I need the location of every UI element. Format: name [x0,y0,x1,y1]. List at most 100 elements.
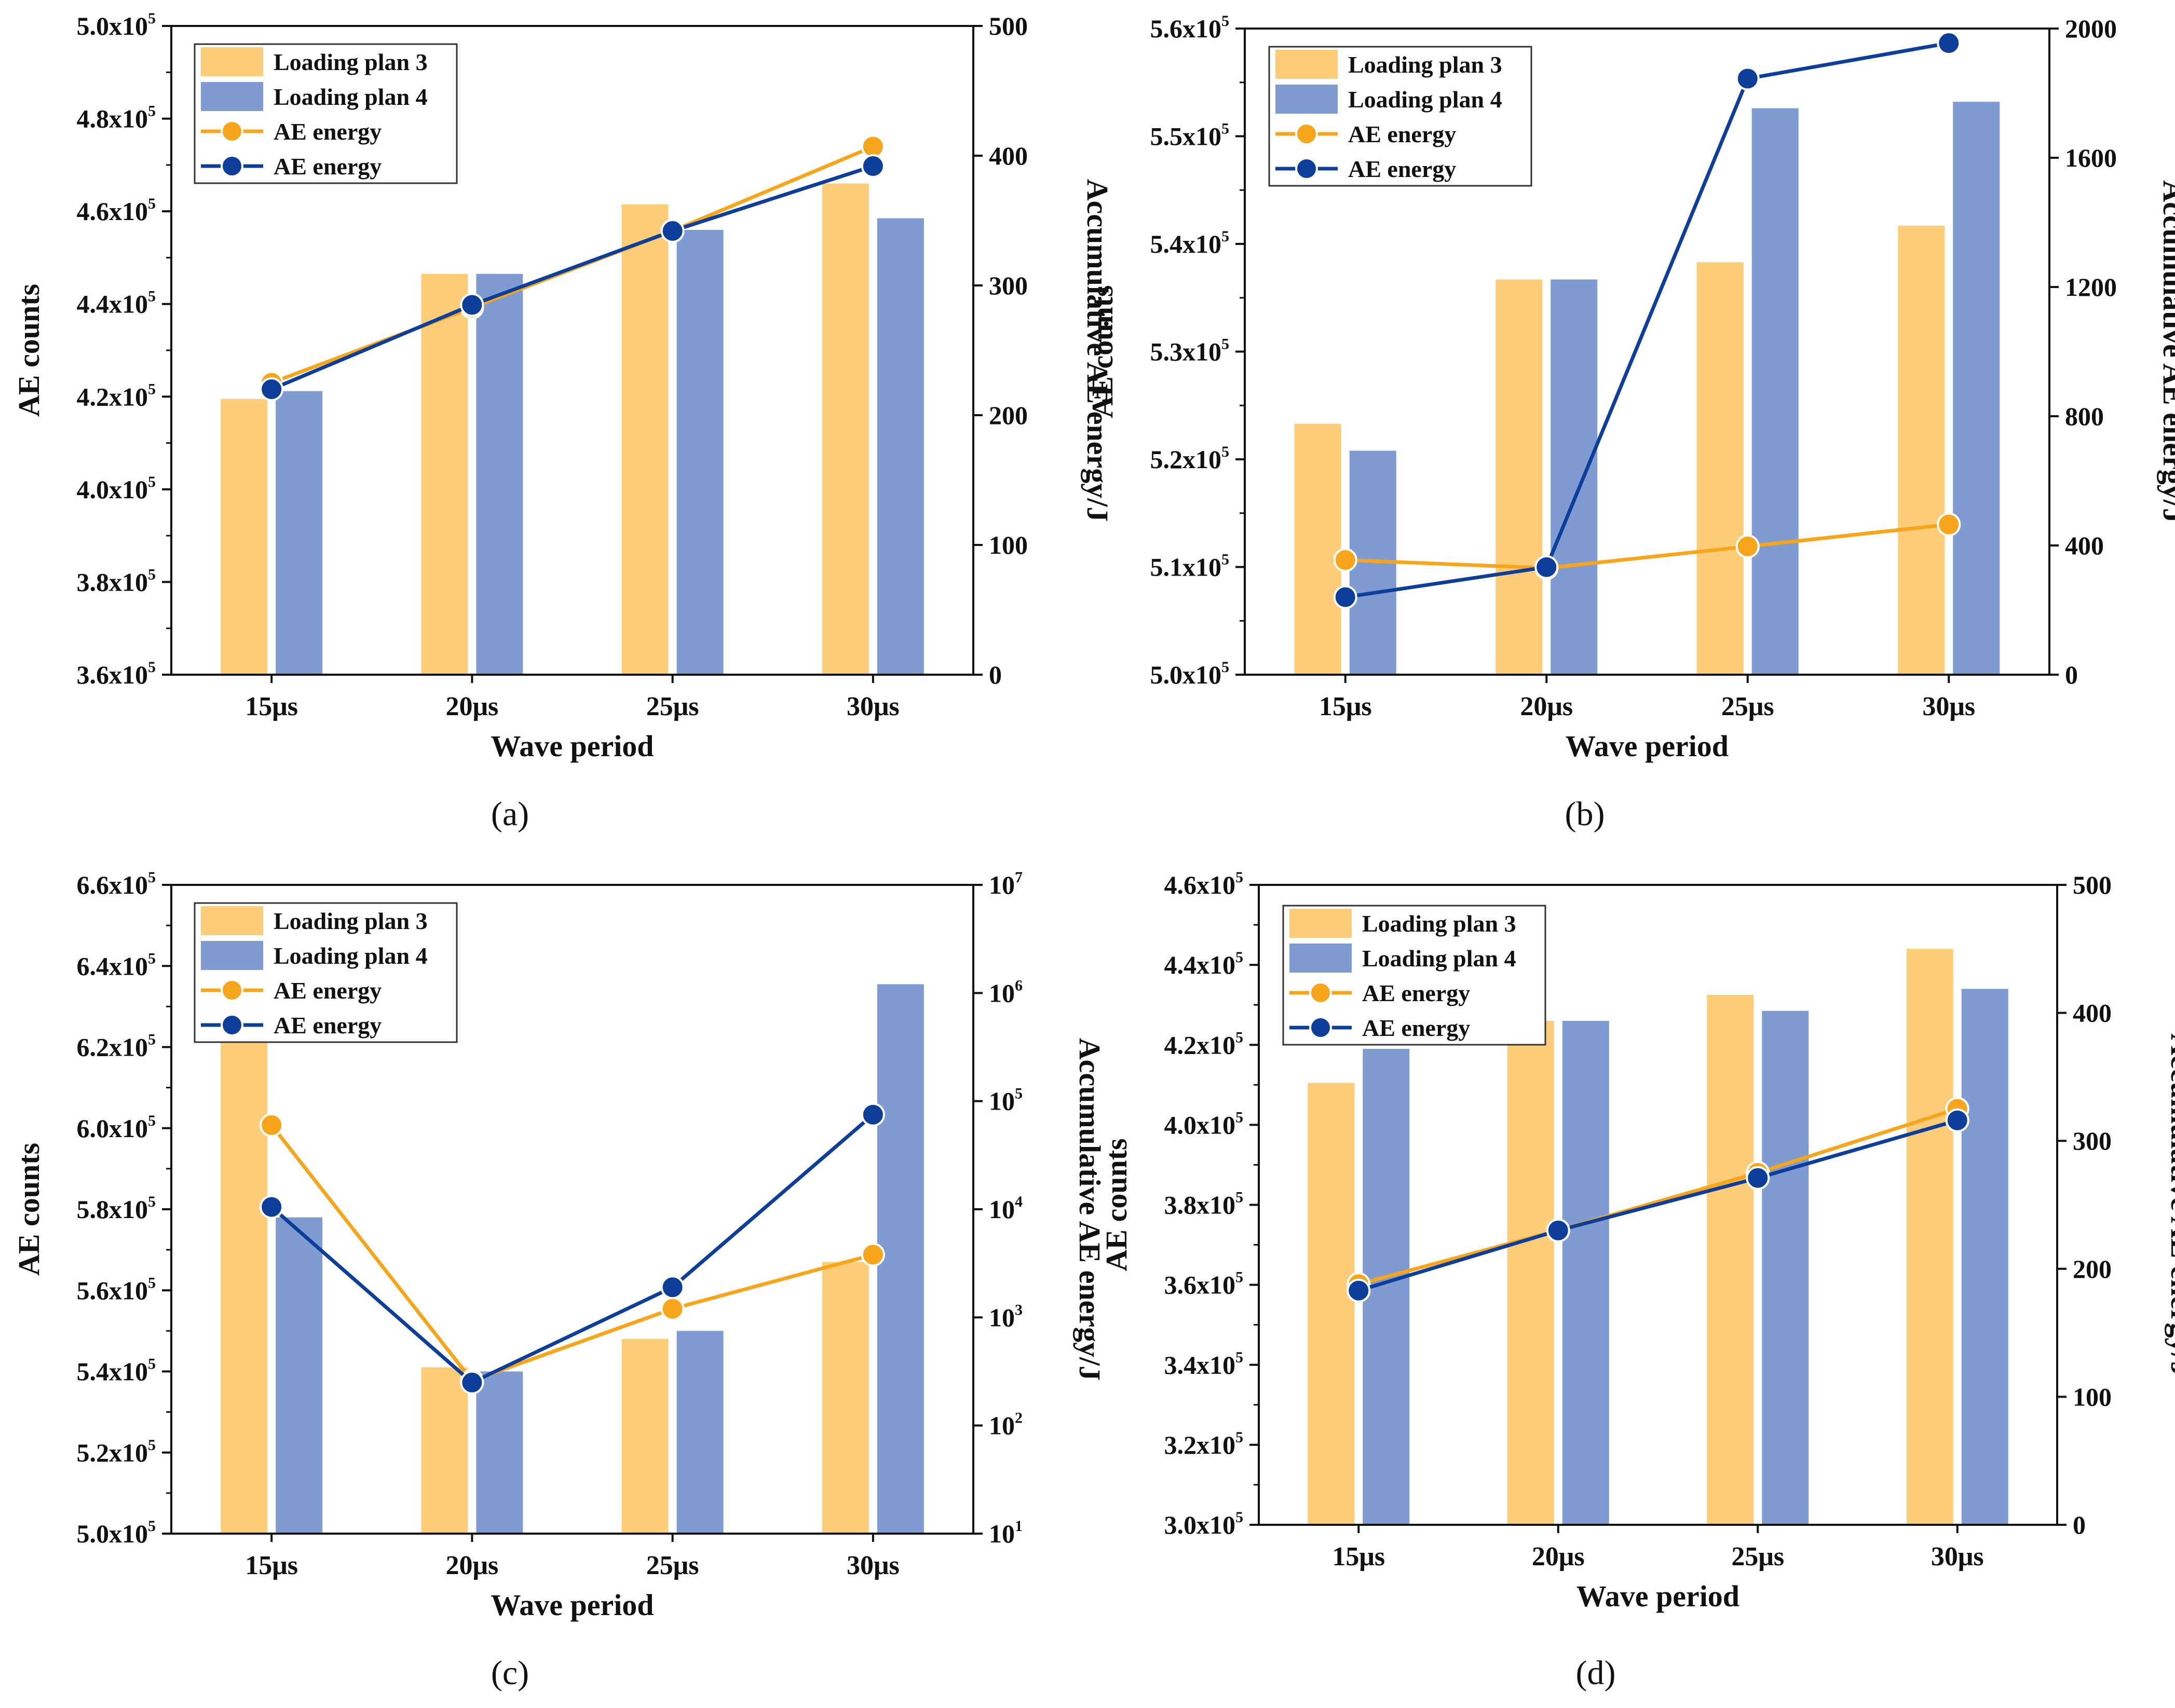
y2-tick-label: 103 [989,1301,1023,1332]
legend-swatch-plan4 [1289,944,1352,973]
legend-label: Loading plan 3 [274,49,428,75]
y-tick-label: 4.2x105 [1164,1029,1244,1059]
marker-energy-plan4-2 [1546,1218,1570,1242]
y2-tick-label: 1200 [2065,272,2117,302]
y2-tick-label: 101 [989,1518,1023,1548]
x-axis-title: Wave period [491,729,654,763]
legend-marker [1295,157,1318,180]
y2-tick-label: 1600 [2065,143,2117,172]
x-tick-label: 15μs [245,692,298,721]
panel-caption: (b) [1565,795,1605,833]
y-axis-title: AE counts [1099,1138,1133,1271]
legend-marker [1309,1016,1332,1039]
x-tick-label: 20μs [1520,692,1573,721]
y-tick-label: 5.8x105 [77,1193,156,1224]
y2-tick-label: 0 [2065,660,2078,689]
legend-marker [1309,981,1332,1004]
legend-marker [221,155,243,177]
bar-plan3-2 [1507,1021,1554,1525]
marker-energy-plan3-3 [1735,534,1760,558]
y-tick-label: 5.1x105 [1150,551,1230,582]
x-axis-title: Wave period [491,1588,654,1622]
x-tick-label: 20μs [446,692,499,721]
line-energy-plan3 [1345,523,1949,570]
legend-label: AE energy [1348,156,1456,182]
y-tick-label: 5.6x105 [1150,12,1230,43]
bars [221,183,924,675]
legend: Loading plan 3 Loading plan 4 AE energy AE … [194,902,458,1043]
legend-marker [221,1014,243,1036]
bar-plan3-3 [1696,262,1744,675]
marker-energy-plan4-2 [460,1370,484,1395]
y2-tick-label: 400 [2065,531,2104,560]
bar-plan3-1 [221,1039,268,1534]
marker-energy-plan4-3 [1746,1166,1770,1190]
y2-tick-label: 100 [989,530,1028,559]
y-tick-label: 4.0x105 [77,473,156,504]
legend-label: Loading plan 3 [274,908,428,934]
bar-plan3-1 [221,399,268,675]
legend-swatch-plan4 [1275,85,1338,114]
line-energy-plan4 [1345,41,1949,599]
y-tick-label: 3.0x105 [1164,1509,1244,1539]
bar-plan3-4 [1906,949,1953,1525]
marker-energy-plan4-4 [861,154,885,178]
marker-energy-plan4-1 [260,1195,284,1219]
legend-label: Loading plan 4 [1348,86,1502,113]
bar-plan4-4 [877,218,924,675]
line-energy-plan3 [270,1124,874,1383]
x-tick-label: 20μs [446,1551,499,1580]
y2-tick-label: 400 [989,141,1028,170]
y-tick-label: 5.0x105 [77,10,156,40]
marker-energy-plan4-2 [460,293,484,317]
x-tick-label: 30μs [847,1551,900,1580]
y2-tick-label: 0 [2073,1510,2086,1539]
marker-energy-plan4-3 [660,219,685,243]
y2-tick-label: 500 [2073,870,2112,899]
legend: Loading plan 3 Loading plan 4 AE energy AE … [1282,905,1546,1046]
bar-plan4-2 [476,274,523,675]
y-tick-label: 3.6x105 [1164,1269,1244,1300]
legend-label: Loading plan 4 [274,942,428,969]
bar-plan4-2 [476,1371,523,1534]
y2-tick-label: 300 [989,271,1028,300]
y2-axis-title: Accumulative AE energy/J [1073,1038,1107,1381]
panel-d: 3.0x105 3.2x105 3.4x105 3.6x105 3.8x105 4.0x1… [1099,869,2175,1692]
bar-plan4-3 [676,229,724,675]
y2-tick-label: 200 [2073,1254,2112,1283]
y-tick-label: 4.4x105 [77,288,156,319]
bar-plan3-2 [421,274,468,675]
y-tick-label: 6.2x105 [77,1031,156,1062]
y2-tick-label: 400 [2073,999,2112,1028]
legend-label: AE energy [274,1012,382,1039]
legend-label: AE energy [274,977,382,1004]
marker-energy-plan4-1 [1347,1278,1371,1303]
x-tick-label: 25μs [1721,692,1774,721]
legend-label: Loading plan 4 [274,84,428,110]
y-tick-label: 5.4x105 [1150,228,1230,258]
y-tick-label: 5.5x105 [1150,120,1230,151]
y-tick-label: 4.6x105 [77,195,156,226]
legend-label: Loading plan 3 [1348,51,1502,78]
y-tick-label: 3.8x105 [77,566,156,596]
bar-plan4-3 [1751,108,1799,675]
x-tick-label: 25μs [1731,1542,1784,1572]
bar-plan4-1 [276,391,323,675]
y-tick-label: 4.4x105 [1164,949,1244,979]
y2-axis-title: Accumulative AE energy/J [2165,1033,2175,1376]
bar-plan4-2 [1551,279,1598,675]
x-tick-label: 15μs [245,1551,298,1580]
panel-b: 5.0x105 5.1x105 5.2x105 5.3x105 5.4x105 5.5x1… [1085,12,2175,833]
y-tick-label: 4.6x105 [1164,869,1244,899]
y2-tick-label: 107 [989,869,1023,899]
y-tick-label: 5.6x105 [77,1274,156,1305]
marker-energy-plan4-3 [660,1275,685,1300]
y2-axis-title: Accumulative AE energy/J [2157,180,2175,523]
y2-tick-label: 100 [2073,1382,2112,1411]
panel-caption: (d) [1576,1654,1616,1692]
y-tick-label: 3.6x105 [77,659,156,689]
line-energy-plan4 [270,1113,875,1385]
x-tick-label: 15μs [1332,1542,1385,1572]
y-tick-label: 5.4x105 [77,1356,156,1386]
x-tick-label: 30μs [847,692,900,721]
